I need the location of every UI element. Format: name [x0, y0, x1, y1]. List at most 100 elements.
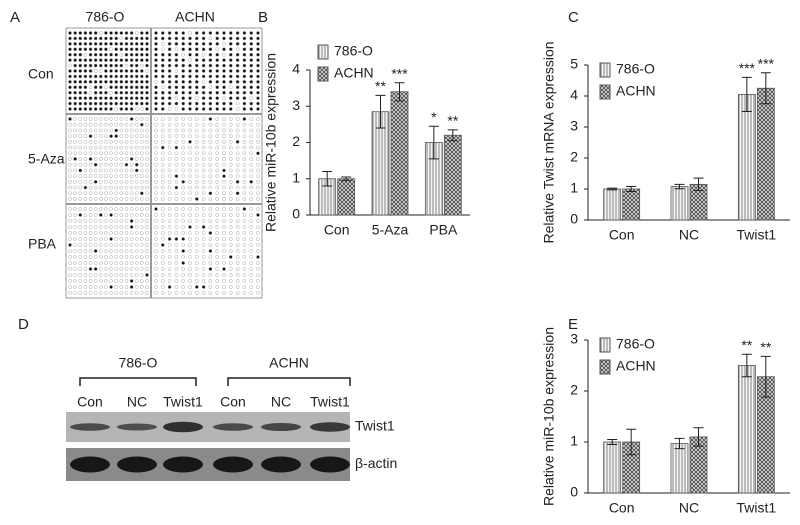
cpg-dot — [124, 219, 129, 223]
cpg-dot — [93, 261, 98, 265]
cpg-dot — [114, 69, 119, 73]
cpg-dot — [256, 58, 260, 62]
cpg-dot — [78, 151, 83, 156]
cpg-dot — [181, 243, 186, 247]
cpg-dot — [222, 273, 226, 277]
cpg-dot — [114, 219, 119, 223]
cpg-dot — [104, 162, 108, 167]
cpg-dot — [181, 31, 186, 35]
cpg-dot — [114, 285, 119, 289]
cpg-dot — [167, 291, 172, 295]
blot — [66, 412, 350, 442]
cpg-dot — [174, 207, 179, 211]
cpg-dot — [129, 36, 134, 41]
cpg-dot — [140, 96, 144, 100]
legend-label: 786-O — [616, 61, 655, 77]
y-tick-label: 2 — [570, 149, 578, 165]
cpg-dot — [145, 237, 149, 241]
lane-label: NC — [271, 394, 291, 410]
cpg-dot — [256, 185, 260, 190]
cpg-dot — [98, 197, 103, 201]
cpg-dot — [83, 31, 88, 35]
cpg-dot — [129, 90, 134, 95]
cpg-dot — [154, 157, 158, 161]
cpg-dot — [119, 185, 124, 190]
cpg-dot — [208, 36, 213, 41]
cpg-dot — [145, 279, 149, 283]
cpg-dot — [174, 58, 179, 62]
cpg-dot — [154, 90, 158, 95]
legend-label: 786-O — [334, 43, 373, 59]
cpg-dot — [208, 180, 213, 184]
cpg-dot — [188, 157, 192, 161]
cpg-dot — [188, 74, 192, 79]
cpg-dot — [104, 180, 108, 184]
cpg-dot — [194, 279, 199, 283]
cpg-dot — [140, 42, 144, 46]
cpg-dot — [228, 157, 233, 161]
cpg-dot — [215, 279, 220, 283]
cpg-dot — [215, 42, 220, 46]
cpg-dot — [73, 191, 77, 196]
cpg-dot — [228, 31, 233, 35]
cpg-dot — [167, 117, 172, 121]
cpg-dot — [109, 58, 113, 62]
cpg-dot — [73, 90, 77, 95]
cpg-dot — [154, 80, 158, 84]
cpg-dot — [73, 207, 77, 211]
cpg-dot — [104, 279, 108, 283]
cpg-dot — [256, 96, 260, 100]
cpg-dot — [201, 101, 206, 106]
cpg-dot — [119, 249, 124, 253]
cpg-dot — [208, 145, 213, 150]
cpg-dot — [93, 151, 98, 156]
cpg-dot — [83, 279, 88, 283]
cpg-dot — [98, 58, 103, 62]
cpg-dot — [181, 74, 186, 79]
cpg-dot — [129, 58, 134, 62]
cpg-dot — [73, 168, 77, 173]
cpg-dot — [242, 279, 247, 283]
cpg-dot — [68, 157, 72, 161]
cpg-dot — [160, 151, 165, 156]
cpg-dot — [98, 255, 103, 259]
cpg-dot — [201, 69, 206, 73]
cpg-dot — [114, 42, 119, 46]
cpg-dot — [83, 273, 88, 277]
cpg-dot — [201, 107, 206, 111]
cpg-dot — [194, 157, 199, 161]
cpg-dot — [134, 90, 139, 95]
cpg-dot — [93, 197, 98, 201]
band — [213, 456, 253, 473]
cpg-dot — [140, 128, 144, 133]
cpg-dot — [201, 58, 206, 62]
bar — [390, 91, 409, 216]
lane-label: Con — [77, 394, 103, 410]
cpg-dot — [256, 80, 260, 84]
cpg-dot — [98, 185, 103, 190]
cpg-dot — [235, 80, 240, 84]
cpg-dot — [119, 180, 124, 184]
cpg-dot — [222, 85, 226, 90]
error-bar — [607, 187, 618, 191]
cpg-dot — [129, 122, 134, 127]
cpg-dot — [119, 273, 124, 277]
cpg-dot — [201, 231, 206, 235]
cpg-dot — [249, 52, 254, 57]
cpg-dot — [88, 151, 93, 156]
cpg-dot — [222, 174, 226, 178]
cpg-dot — [188, 279, 192, 283]
cpg-dot — [242, 69, 247, 73]
cpg-dot — [215, 219, 220, 223]
cpg-dot — [73, 261, 77, 265]
cpg-dot — [109, 207, 113, 211]
cpg-dot — [256, 157, 260, 161]
cpg-dot — [73, 174, 77, 178]
cpg-dot — [68, 36, 72, 41]
cpg-dot — [145, 255, 149, 259]
cpg-dot — [188, 69, 192, 73]
cpg-dot — [249, 90, 254, 95]
cpg-dot — [235, 213, 240, 217]
cpg-dot — [140, 255, 144, 259]
cpg-dot — [249, 267, 254, 271]
